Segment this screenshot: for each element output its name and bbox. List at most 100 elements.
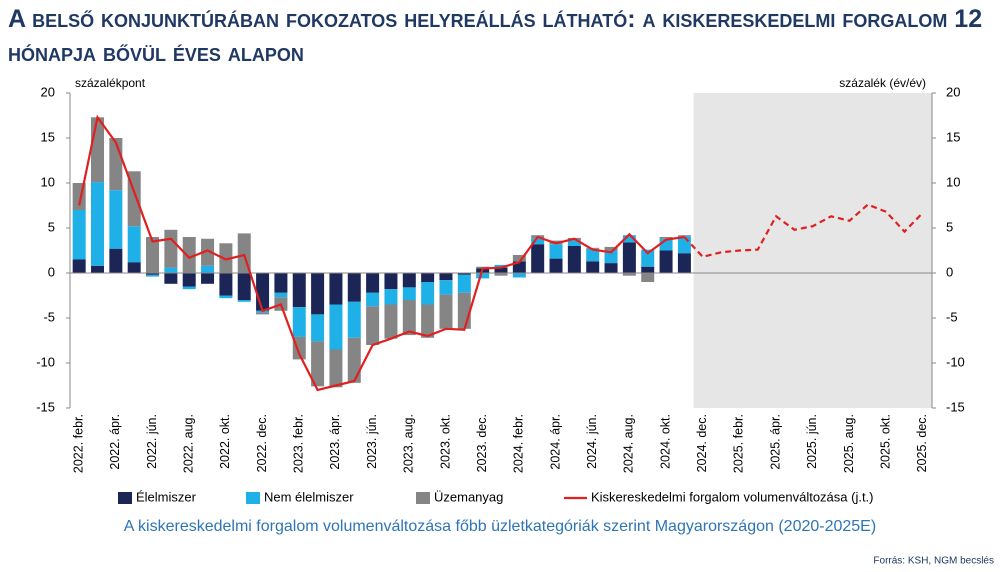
x-tick-label: 2023. aug. [402, 414, 416, 473]
bar [549, 244, 563, 259]
x-tick-label: 2024. dec. [695, 414, 709, 472]
y-axis-label: százalékpont [75, 76, 146, 90]
bar [91, 182, 105, 266]
bar [219, 243, 233, 273]
x-tick-label: 2025. okt. [878, 414, 892, 469]
y-tick-label: -5 [43, 309, 55, 324]
bar [421, 304, 435, 338]
x-tick-label: 2022. okt. [218, 414, 232, 469]
bar [659, 238, 673, 251]
bar [146, 237, 160, 273]
bar [329, 273, 343, 305]
y2-tick-label: 10 [946, 174, 960, 189]
bar [567, 246, 581, 273]
bar [366, 273, 380, 293]
bar [494, 264, 508, 268]
bar [604, 246, 618, 251]
bar [659, 237, 673, 239]
bar [586, 247, 600, 249]
bar [641, 266, 655, 273]
bar [402, 273, 416, 288]
bar [384, 273, 398, 290]
bar [586, 261, 600, 273]
bar [219, 295, 233, 299]
bar [109, 138, 123, 191]
bar [421, 273, 435, 282]
x-tick-label: 2025. ápr. [768, 414, 782, 470]
bar [201, 238, 215, 266]
bar [109, 190, 123, 249]
bar [182, 286, 196, 290]
bar [439, 280, 453, 295]
bar [512, 255, 526, 262]
bar [274, 273, 288, 293]
line [78, 114, 685, 392]
x-tick-label: 2023. dec. [475, 414, 489, 472]
y2-tick-label: 20 [946, 84, 960, 99]
legend-label: Nem élelmiszer [264, 489, 354, 504]
bar [256, 273, 270, 311]
y-tick-label: 15 [41, 129, 55, 144]
bar [366, 292, 380, 307]
bar [91, 117, 105, 183]
x-tick-label: 2023. febr. [292, 414, 306, 473]
bar [91, 265, 105, 273]
bar [512, 273, 526, 278]
x-tick-label: 2023. okt. [438, 414, 452, 469]
x-tick-label: 2025. dec. [915, 414, 929, 472]
bar [622, 273, 636, 276]
bar [402, 287, 416, 300]
y-tick-label: -10 [36, 354, 55, 369]
bar [421, 282, 435, 305]
legend-label: Élelmiszer [136, 489, 197, 504]
bar [347, 273, 361, 302]
bar [164, 229, 178, 268]
bar [219, 273, 233, 296]
bar [109, 248, 123, 273]
x-tick-label: 2022. dec. [255, 414, 269, 472]
bar [641, 249, 655, 267]
bar [164, 273, 178, 284]
legend-swatch [118, 492, 132, 504]
bar [347, 301, 361, 338]
y2-tick-label: 0 [946, 264, 953, 279]
bar [146, 273, 160, 275]
x-tick-label: 2025. febr. [732, 414, 746, 473]
y-tick-label: 5 [48, 219, 55, 234]
bar [127, 262, 141, 273]
x-tick-label: 2024. jún. [585, 414, 599, 469]
bar [164, 267, 178, 273]
bar [274, 292, 288, 298]
bar [457, 274, 471, 293]
y2-tick-label: -15 [946, 399, 965, 414]
y-tick-label: 20 [41, 84, 55, 99]
y2-tick-label: -5 [946, 309, 958, 324]
bar [182, 273, 196, 287]
bar [622, 242, 636, 273]
y2-tick-label: 5 [946, 219, 953, 234]
bar [512, 261, 526, 273]
x-tick-label: 2023. ápr. [328, 414, 342, 470]
bar [531, 244, 545, 273]
forecast-region [693, 93, 932, 408]
bar [641, 273, 655, 282]
legend-label: Üzemanyag [434, 489, 503, 504]
bar [292, 307, 306, 337]
bar [384, 304, 398, 339]
bar [329, 349, 343, 388]
bar [366, 306, 380, 345]
y-tick-label: -15 [36, 399, 55, 414]
legend-swatch [416, 492, 430, 504]
y-tick-label: 10 [41, 174, 55, 189]
x-tick-label: 2022. ápr. [108, 414, 122, 470]
y2-tick-label: 15 [946, 129, 960, 144]
bar [127, 226, 141, 263]
x-tick-label: 2023. jún. [365, 414, 379, 469]
bar [531, 238, 545, 245]
bar [182, 237, 196, 273]
y2-axis-label: százalék (év/év) [839, 76, 926, 90]
x-tick-label: 2022. jún. [145, 414, 159, 469]
bar [439, 273, 453, 281]
